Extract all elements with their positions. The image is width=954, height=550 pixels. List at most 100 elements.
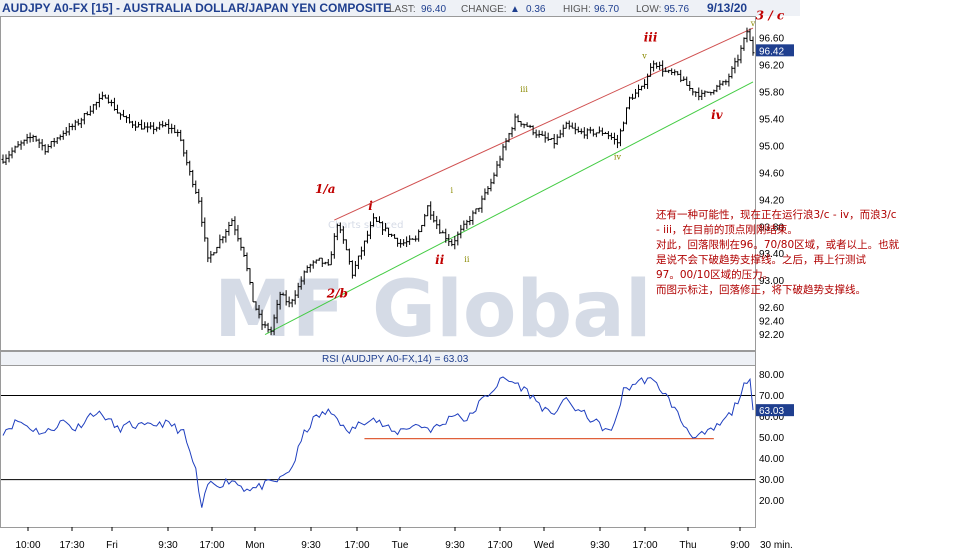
last-price-tag-label: 96.42 (759, 46, 784, 57)
price-tick-label: 92.20 (759, 330, 784, 341)
price-bar (245, 252, 249, 272)
price-bar (179, 129, 183, 142)
price-bar (61, 130, 65, 140)
price-bar (305, 265, 309, 273)
price-bar (691, 87, 695, 96)
price-bar (112, 97, 116, 111)
price-bar (546, 132, 550, 142)
header-bar (0, 0, 800, 16)
price-bar (311, 260, 315, 269)
price-bar (450, 239, 454, 247)
price-bar (323, 261, 327, 265)
price-bar (128, 114, 132, 124)
x-tick-label: 17:00 (632, 540, 657, 550)
price-bar (7, 150, 11, 163)
price-tick-label: 95.40 (759, 115, 784, 126)
price-bar (281, 292, 285, 296)
price-bar (353, 260, 357, 277)
x-tick-label: 17:00 (487, 540, 512, 550)
price-bar (79, 117, 83, 129)
price-bar (368, 221, 372, 240)
price-bar (70, 123, 74, 131)
price-bar (284, 290, 288, 306)
price-bar (158, 121, 162, 130)
price-bar (299, 276, 303, 290)
watermark-subtext: Charts sourced (328, 220, 403, 231)
price-bar (338, 222, 342, 234)
price-bar (513, 113, 517, 131)
price-bar (149, 121, 153, 130)
price-bar (170, 123, 174, 134)
price-bar (272, 314, 276, 336)
price-bar (730, 66, 734, 79)
price-bar (371, 213, 375, 227)
wave-label: 3 / c (756, 8, 785, 22)
price-bar (441, 230, 445, 234)
price-bar (326, 259, 330, 266)
price-bar (55, 137, 59, 144)
rsi-tick-label: 40.00 (759, 454, 784, 465)
rsi-tick-label: 20.00 (759, 496, 784, 507)
price-bar (588, 126, 592, 134)
price-bar (260, 309, 264, 330)
price-tick-label: 95.00 (759, 141, 784, 152)
price-bar (118, 112, 122, 120)
x-tick-label: Fri (106, 540, 118, 550)
price-bar (700, 89, 704, 101)
change-value: 0.36 (526, 4, 546, 15)
price-bar (390, 233, 394, 237)
price-bar (85, 111, 89, 116)
price-bar (634, 89, 638, 99)
x-tick-label: Mon (245, 540, 264, 550)
price-bar (471, 210, 475, 225)
header-date: 9/13/20 (707, 1, 747, 15)
x-unit-label: 30 min. (760, 540, 793, 550)
price-bar (200, 197, 204, 227)
price-bar (58, 134, 62, 141)
price-bar (91, 104, 95, 114)
price-tick-label: 93.00 (759, 276, 784, 287)
price-bar (335, 223, 339, 241)
price-bar (564, 121, 568, 129)
price-bar (94, 101, 98, 110)
price-bar (612, 132, 616, 145)
price-bar (522, 123, 526, 129)
price-bar (124, 115, 128, 123)
price-bar (495, 160, 499, 177)
price-bar (381, 221, 385, 235)
x-tick-label: 17:00 (199, 540, 224, 550)
price-bar (615, 134, 619, 149)
price-bar (314, 259, 318, 264)
x-tick-label: 9:30 (590, 540, 610, 550)
price-bar (365, 230, 369, 244)
price-bar (549, 138, 553, 141)
price-bar (504, 138, 508, 151)
price-bar (591, 128, 595, 137)
price-bar (203, 217, 207, 242)
price-bar (555, 134, 559, 145)
price-bar (224, 229, 228, 243)
price-bar (685, 76, 689, 86)
watermark-text: MF Global (214, 265, 652, 355)
price-bar (531, 125, 535, 136)
price-bar (661, 60, 665, 77)
price-bar (570, 122, 574, 129)
price-bar (733, 57, 737, 74)
price-bar (209, 250, 213, 263)
price-bar (106, 94, 110, 104)
price-bar (670, 68, 674, 76)
price-bar (296, 282, 300, 299)
price-bar (22, 139, 26, 146)
price-bar (706, 91, 710, 93)
price-bar (393, 233, 397, 239)
price-tick-label: 94.20 (759, 195, 784, 206)
price-bar (188, 160, 192, 176)
price-bar (34, 135, 38, 142)
price-bar (573, 122, 577, 135)
price-bar (429, 201, 433, 220)
price-bar (676, 71, 680, 76)
price-bar (483, 188, 487, 201)
price-bar (682, 76, 686, 82)
price-bar (356, 255, 360, 270)
